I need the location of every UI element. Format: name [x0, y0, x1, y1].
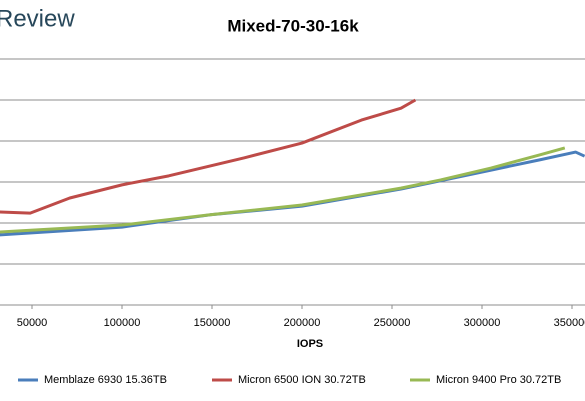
- watermark: Review: [0, 5, 75, 32]
- x-tick-label: 350000: [554, 317, 585, 329]
- legend-label: Memblaze 6930 15.36TB: [44, 374, 167, 386]
- x-tick-label: 50000: [17, 317, 48, 329]
- x-tick-label: 150000: [194, 317, 231, 329]
- legend-label: Micron 9400 Pro 30.72TB: [436, 374, 561, 386]
- series-line: [0, 98, 417, 215]
- chart-title: Mixed-70-30-16k: [227, 16, 359, 35]
- x-tick-label: 100000: [104, 317, 141, 329]
- x-tick-label: 300000: [464, 317, 501, 329]
- x-tick-label: 200000: [284, 317, 321, 329]
- legend-label: Micron 6500 ION 30.72TB: [238, 374, 366, 386]
- x-tick-label: 250000: [374, 317, 411, 329]
- series-line: [0, 146, 566, 234]
- x-axis-label: IOPS: [297, 338, 323, 350]
